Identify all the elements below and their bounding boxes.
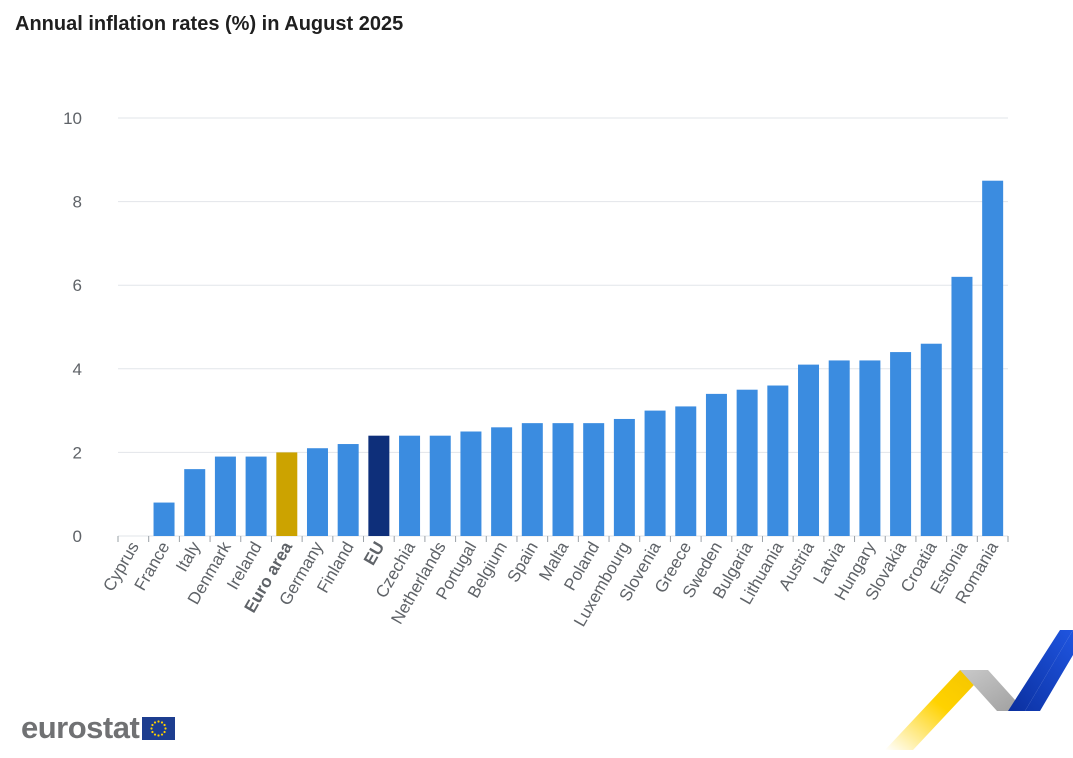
bar[interactable] [368,435,390,536]
bar[interactable] [828,360,850,536]
x-tick-label: EU [360,539,388,569]
bar[interactable] [429,435,451,536]
x-tick-label: Spain [504,539,542,586]
bar[interactable] [552,423,574,536]
eu-flag-icon [142,716,176,740]
y-tick-label: 4 [73,360,82,379]
bar[interactable] [337,444,359,536]
bar[interactable] [767,385,789,536]
bar[interactable] [798,364,820,536]
decorative-ribbon [885,630,1073,750]
bar[interactable] [982,180,1004,536]
bar[interactable] [859,360,881,536]
y-tick-label: 2 [73,443,82,462]
bar[interactable] [184,469,206,536]
bar[interactable] [399,435,421,536]
bar[interactable] [214,456,236,536]
bar[interactable] [245,456,267,536]
bar[interactable] [675,406,697,536]
y-tick-label: 10 [63,109,82,128]
logo-text: eurostat [21,710,140,745]
bar[interactable] [306,448,328,536]
bar[interactable] [583,423,605,536]
bar[interactable] [153,502,175,536]
bar[interactable] [460,431,482,537]
bar[interactable] [644,410,666,536]
bar[interactable] [613,418,635,536]
bars [153,180,1004,537]
y-tick-label: 0 [73,527,82,546]
bar[interactable] [951,276,973,536]
y-tick-label: 8 [73,193,82,212]
y-tick-label: 6 [73,276,82,295]
x-axis-ticks [117,536,1009,542]
bar[interactable] [705,393,727,536]
bar[interactable] [276,452,298,536]
y-axis-ticks: 0 2 4 6 8 10 [63,109,82,546]
bar[interactable] [890,352,912,536]
bar[interactable] [736,389,758,536]
chart-title: Annual inflation rates (%) in August 202… [15,13,404,35]
bar[interactable] [521,423,543,536]
bar[interactable] [491,427,513,536]
bar[interactable] [920,343,942,536]
eurostat-logo: eurostat [21,710,176,746]
